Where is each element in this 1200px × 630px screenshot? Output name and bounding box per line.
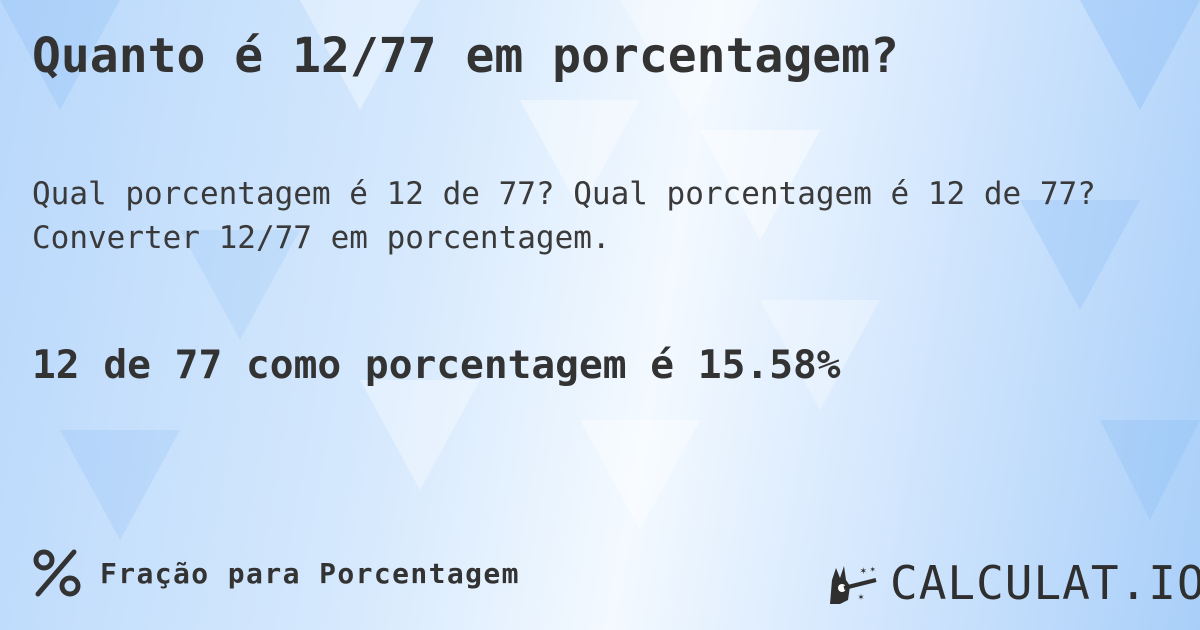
- svg-text:✶: ✶: [858, 592, 864, 603]
- logo-text: CALCULAT.IO: [890, 556, 1200, 610]
- description: Qual porcentagem é 12 de 77? Qual porcen…: [32, 172, 1096, 260]
- page-title: Quanto é 12/77 em porcentagem?: [32, 28, 899, 84]
- calculat-io-logo[interactable]: ✶ ✶ ✶ CALCULAT.IO: [828, 556, 1200, 610]
- result-text: 12 de 77 como porcentagem é 15.58%: [32, 342, 841, 388]
- svg-text:✶: ✶: [860, 564, 867, 577]
- description-line-2: Converter 12/77 em porcentagem.: [32, 220, 611, 256]
- description-line-1: Qual porcentagem é 12 de 77? Qual porcen…: [32, 176, 1096, 212]
- percent-icon: [33, 549, 81, 597]
- svg-text:✶: ✶: [870, 565, 876, 575]
- category-link[interactable]: Fração para Porcentagem: [32, 548, 520, 598]
- magic-hand-icon: ✶ ✶ ✶: [830, 564, 877, 604]
- category-label: Fração para Porcentagem: [100, 556, 520, 590]
